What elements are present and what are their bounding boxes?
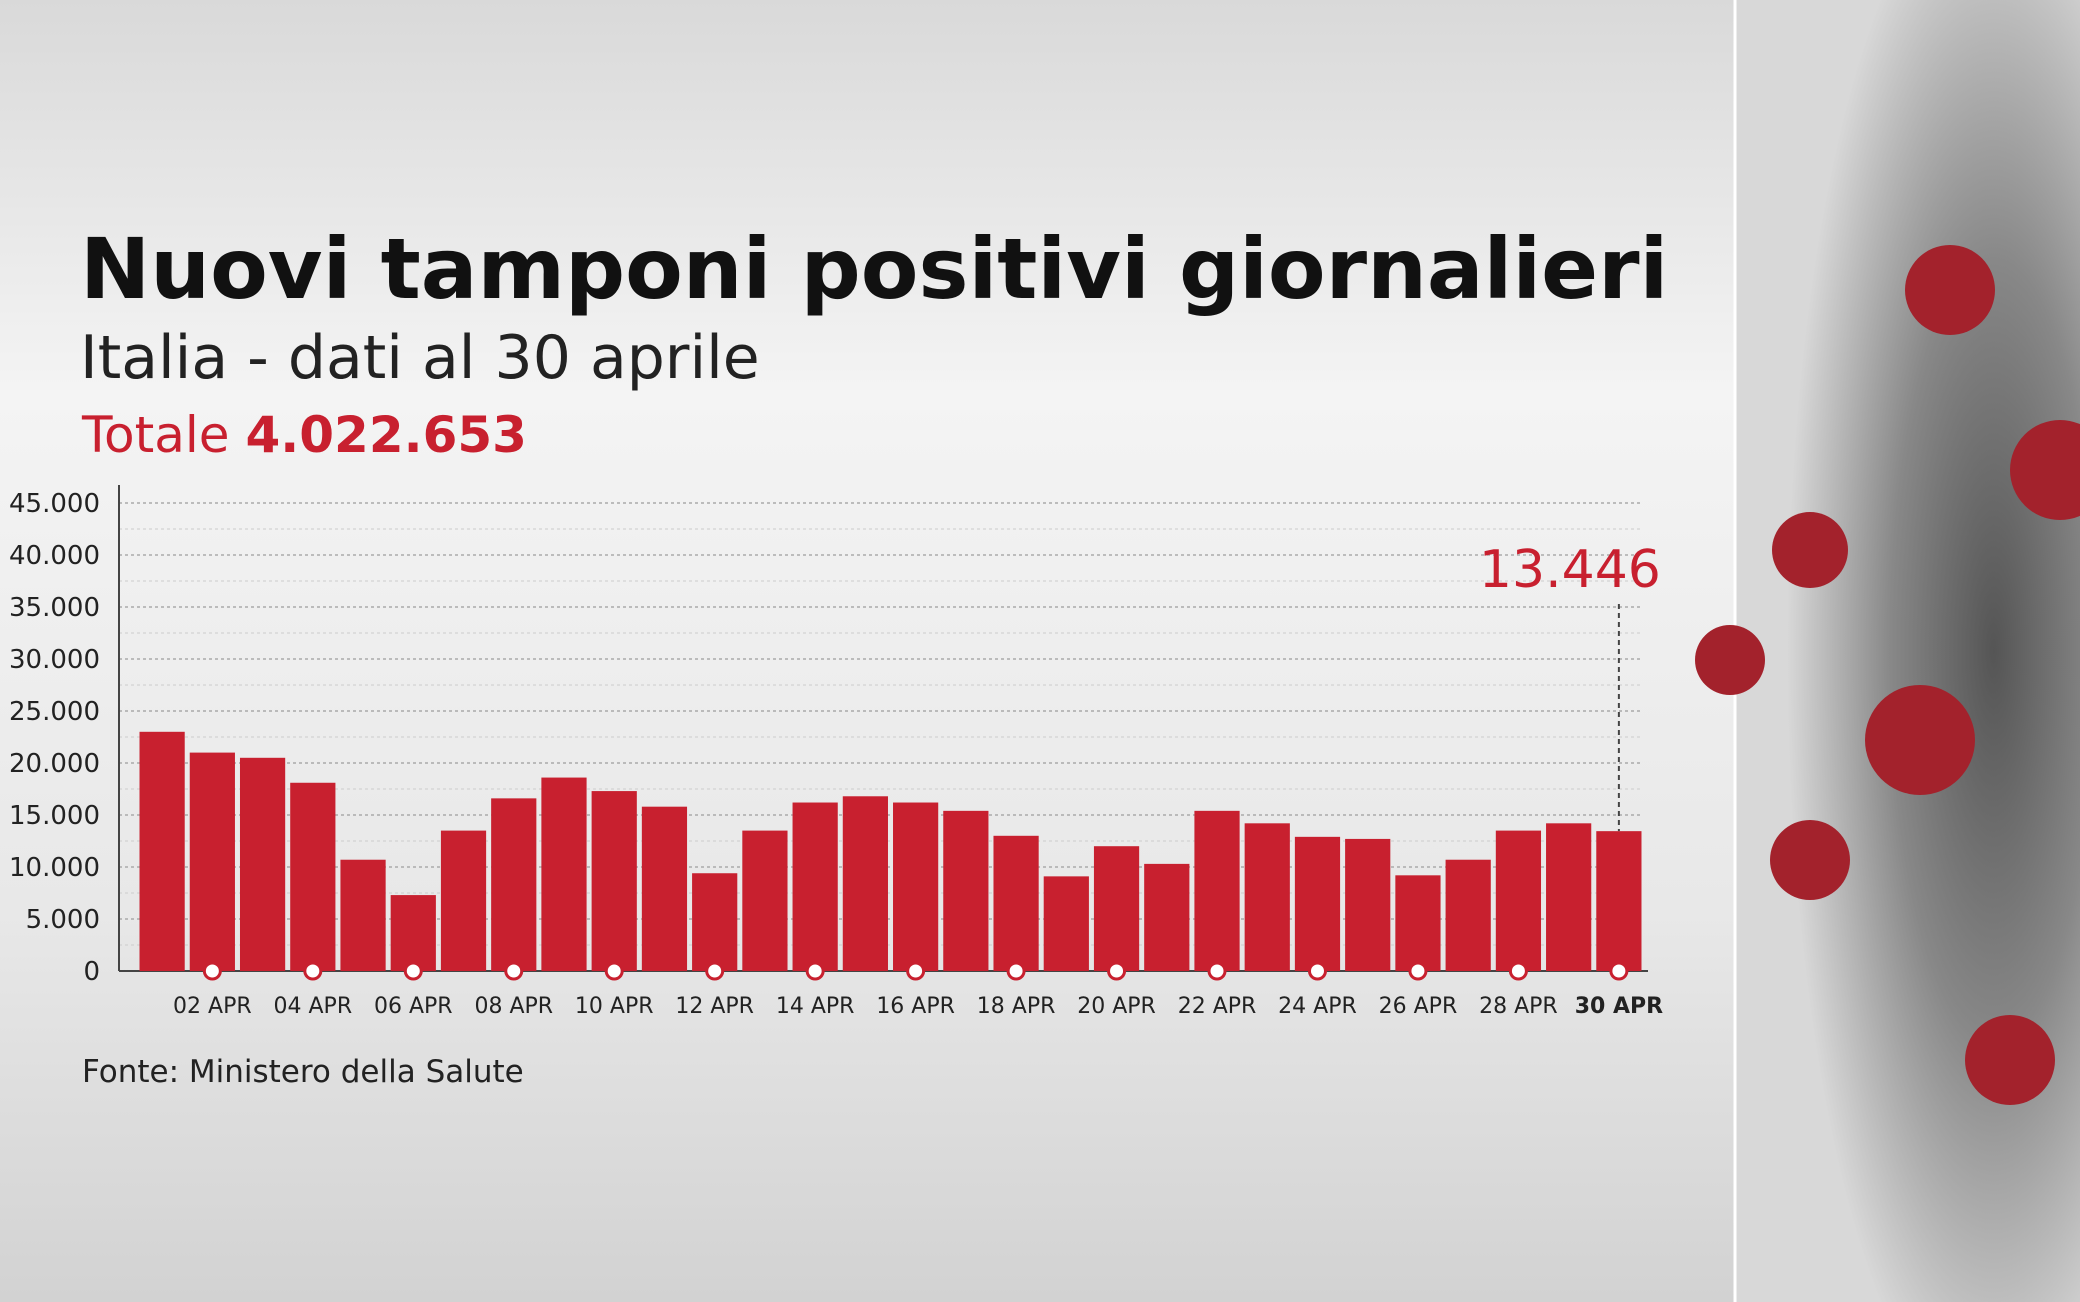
tick-dot [202,961,222,981]
y-tick-label: 10.000 [9,853,100,883]
bar [1445,859,1491,971]
chart-subtitle: Italia - dati al 30 aprile [80,323,760,393]
bar [390,895,436,971]
tick-dot [504,961,524,981]
bar [1194,810,1240,971]
y-tick-label: 5.000 [26,905,100,935]
y-tick-label: 45.000 [9,489,100,519]
bar [692,873,738,971]
total-label: Totale [81,406,230,464]
bar [1546,823,1592,971]
x-tick-label: 14 APR [776,994,855,1019]
tick-dot [1307,961,1327,981]
bar [943,810,989,971]
total-value: 4.022.653 [245,406,527,464]
bar [893,802,939,971]
bar [742,830,788,971]
x-tick-label: 12 APR [675,994,754,1019]
source: Fonte: Ministero della Salute [82,1054,524,1090]
x-tick-label: 20 APR [1077,994,1156,1019]
spike [1770,820,1850,900]
tick-dot [1508,961,1528,981]
y-tick-label: 0 [83,957,100,987]
tick-dot [604,961,624,981]
x-tick-label: 04 APR [274,994,353,1019]
side-image [1735,0,2080,1302]
y-tick-label: 40.000 [9,541,100,571]
bar [1395,875,1441,971]
bar [1093,846,1140,971]
bar [290,782,336,971]
spike [2010,420,2080,520]
bar [1144,863,1190,971]
bar [591,791,637,971]
spike [1865,685,1975,795]
bar [1495,830,1542,971]
x-tick-label: 18 APR [977,994,1056,1019]
chart-title: Nuovi tamponi positivi giornalieri [80,220,1668,318]
x-tick-label: 22 APR [1178,994,1257,1019]
bar [189,752,235,971]
bar [340,859,386,971]
bar [1043,876,1089,971]
tick-dot [1006,961,1026,981]
bar [1294,836,1341,971]
x-tick-label: 26 APR [1379,994,1458,1019]
bar [1345,838,1391,971]
total: Totale 4.022.653 [81,406,527,464]
tick-dot [705,961,725,981]
bar [541,777,587,971]
y-tick-label: 20.000 [9,749,100,779]
tick-dot [403,961,423,981]
x-tick-label: 10 APR [575,994,654,1019]
y-tick-label: 30.000 [9,645,100,675]
bar [139,731,185,971]
x-tick-label: 16 APR [876,994,955,1019]
bar [641,806,688,971]
x-tick-label: 28 APR [1479,994,1558,1019]
tick-dot [1107,961,1127,981]
x-tick-label: 30 APR [1575,994,1663,1019]
bar [792,802,838,971]
x-tick-label: 02 APR [173,994,252,1019]
bar [1596,831,1642,971]
x-tick-label: 06 APR [374,994,453,1019]
tick-dot [805,961,825,981]
virus-spikes [1695,245,2080,1105]
bar [239,757,286,971]
tick-dot [1408,961,1428,981]
spike [1695,625,1765,695]
y-tick-label: 25.000 [9,697,100,727]
bar [842,796,888,971]
tick-dot [303,961,323,981]
tick-dot [906,961,926,981]
y-tick-label: 35.000 [9,593,100,623]
spike [1905,245,1995,335]
tick-dot [1609,961,1629,981]
value-label: 13.446 [1479,540,1661,600]
y-tick-label: 15.000 [9,801,100,831]
spike [1965,1015,2055,1105]
x-tick-label: 24 APR [1278,994,1357,1019]
bar [1244,823,1290,971]
bar [491,798,537,971]
x-tick-label: 08 APR [474,994,553,1019]
spike [1772,512,1848,588]
bar [440,830,487,971]
bar [993,835,1039,971]
tick-dot [1207,961,1227,981]
